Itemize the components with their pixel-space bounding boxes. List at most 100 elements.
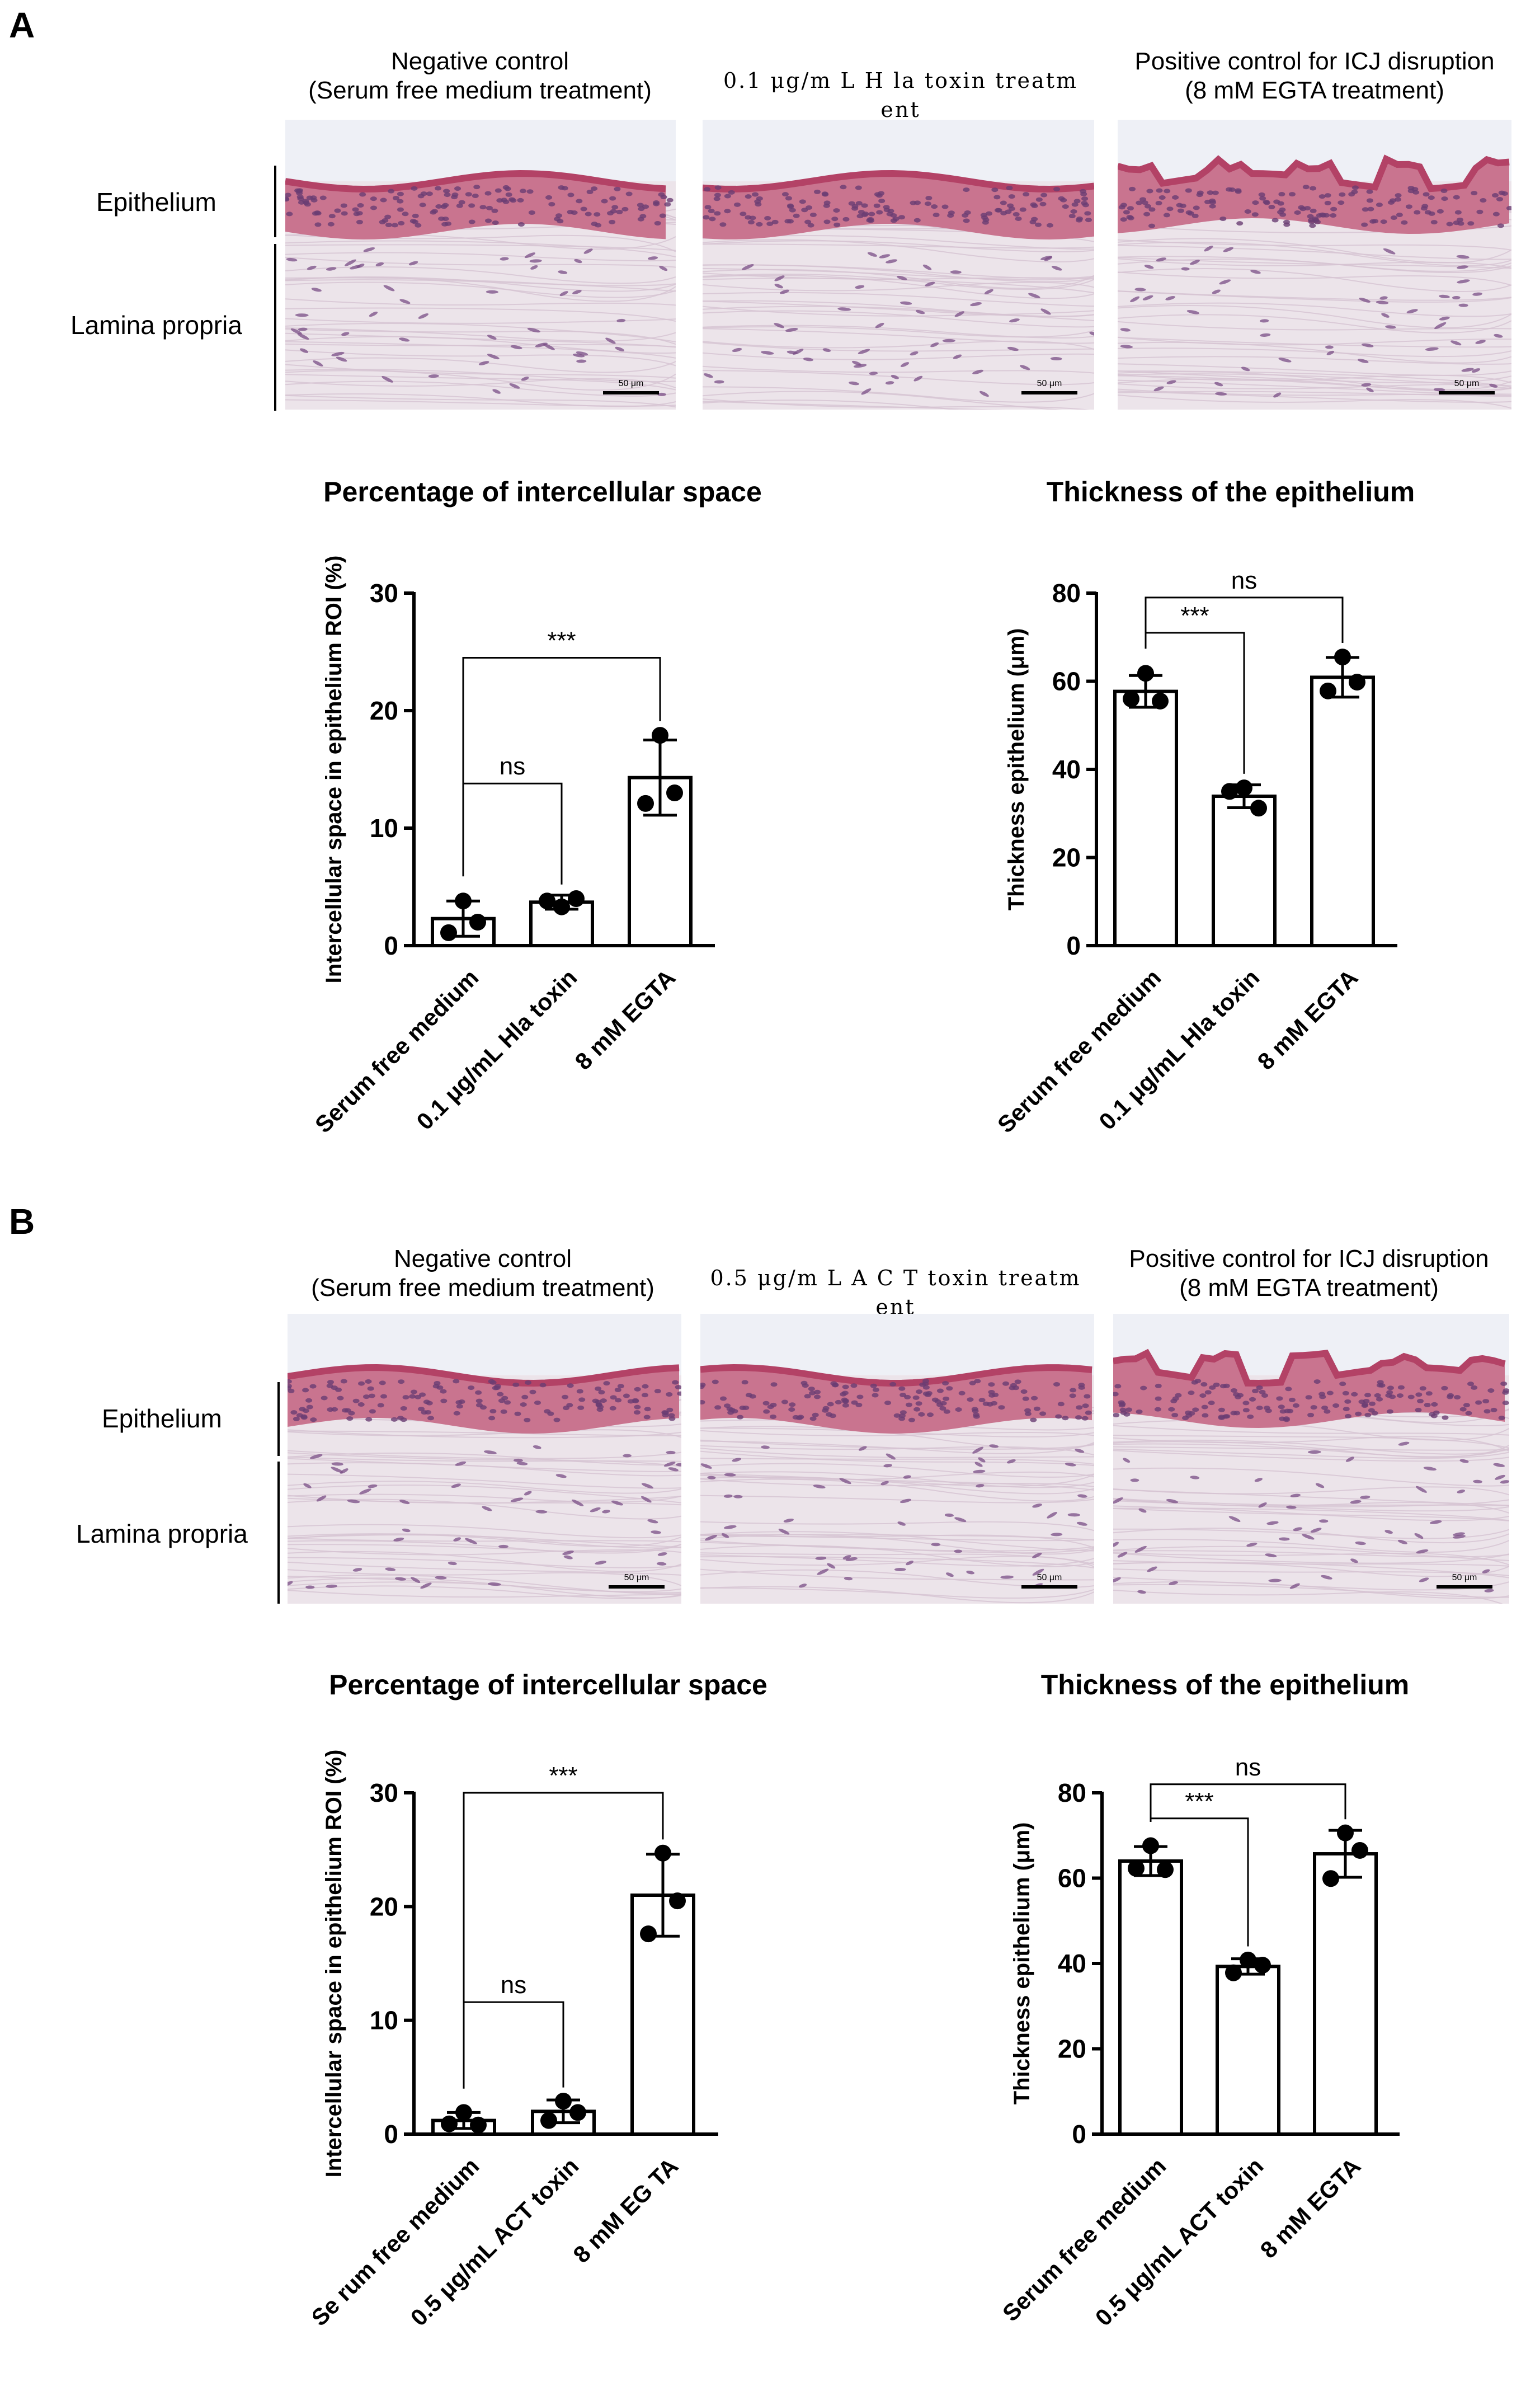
layer-label-lamina-propria: Lamina propria <box>70 311 242 340</box>
data-point <box>1322 1870 1339 1887</box>
y-axis-label: Intercellular space in epithelium ROI (%… <box>322 1750 346 2178</box>
significance-label: *** <box>1185 1788 1213 1815</box>
y-tick-label: 80 <box>1058 1778 1086 1807</box>
data-point <box>440 924 457 941</box>
micrograph-b-positive: 50 μm <box>1113 1314 1509 1604</box>
data-point <box>1337 1824 1354 1841</box>
data-point <box>637 795 654 812</box>
bar <box>1118 1859 1183 2136</box>
y-axis-label: Thickness epithelium (μm) <box>1004 628 1029 911</box>
data-point <box>1349 674 1365 691</box>
y-tick-label: 20 <box>1058 2035 1086 2064</box>
data-point <box>1128 1859 1145 1877</box>
data-point <box>1123 690 1139 707</box>
chart-b-thickness: 0 20 40 60 80 Thickness epithelium (μm) Serum … <box>997 1754 1400 2331</box>
caption-b-toxin: 0.5 μg/m L A C T toxin treatm ent <box>697 1263 1094 1322</box>
data-point <box>652 727 668 744</box>
bar <box>1212 795 1277 947</box>
y-tick-label: 0 <box>1072 2120 1086 2149</box>
micrograph-a-positive: 50 μm <box>1118 120 1511 410</box>
micrograph-a-toxin: 50 μm <box>703 120 1094 410</box>
data-point <box>1250 800 1267 817</box>
y-tick-label: 20 <box>370 696 398 725</box>
data-point <box>1320 682 1336 699</box>
data-point <box>1236 779 1252 797</box>
data-point <box>540 2112 557 2129</box>
significance-label: ns <box>501 1971 526 1999</box>
chart-a-thickness: 0 20 40 60 80 Thickness epithelium (μm) Serum … <box>996 567 1397 1138</box>
data-point <box>555 2093 572 2110</box>
data-point <box>666 784 683 801</box>
data-point <box>553 898 570 915</box>
scale-bar-label: 50 μm <box>1037 1573 1062 1582</box>
scale-bar-label: 50 μm <box>619 379 644 388</box>
micrograph-b-toxin: 50 μm <box>700 1314 1094 1604</box>
data-point <box>669 1892 686 1910</box>
y-tick-label: 0 <box>1066 931 1081 960</box>
data-point <box>1225 1964 1242 1981</box>
significance-bracket <box>462 782 563 885</box>
y-tick-label: 30 <box>370 1778 398 1807</box>
y-tick-label: 60 <box>1052 667 1081 696</box>
y-axis-label: Thickness epithelium (μm) <box>1010 1822 1034 2105</box>
micrograph-b-negative: 50 μm <box>288 1314 681 1604</box>
lamina-propria-bracket <box>277 1462 280 1604</box>
data-point <box>1221 783 1238 800</box>
caption-line: Positive control for ICJ disruption <box>1129 1245 1489 1272</box>
data-point <box>654 1844 671 1862</box>
caption-line: (8 mM EGTA treatment) <box>1185 77 1444 104</box>
caption-line: Negative control <box>391 48 569 75</box>
bar <box>1113 689 1178 947</box>
panel-letter-a: A <box>9 5 35 45</box>
significance-bracket <box>463 2001 564 2089</box>
category-label: 0.1 μg/mL Hla toxin <box>1094 964 1264 1135</box>
significance-label: *** <box>547 627 576 655</box>
category-label: 0.5 μg/mL ACT toxin <box>1090 2153 1269 2331</box>
epithelium-bracket <box>274 166 276 237</box>
y-tick-label: 40 <box>1052 755 1081 784</box>
significance-label: ns <box>500 753 525 780</box>
data-point <box>441 2115 458 2132</box>
y-tick-label: 0 <box>384 931 398 960</box>
significance-bracket <box>1145 596 1344 649</box>
significance-label: ns <box>1231 567 1257 594</box>
category-label: 0.1 μg/mL Hla toxin <box>411 964 582 1135</box>
y-tick-label: 10 <box>370 2006 398 2035</box>
caption-b-negative: Negative control (Serum free medium trea… <box>286 1244 679 1303</box>
data-point <box>1137 665 1154 682</box>
chart-a-space: 0 10 20 30 Intercellular space in epithelium… <box>313 556 715 1138</box>
bar <box>1313 1852 1378 2136</box>
data-point <box>1240 1951 1256 1968</box>
caption-a-positive: Positive control for ICJ disruption (8 m… <box>1113 47 1516 105</box>
data-point <box>455 2104 472 2121</box>
chart-title-a-space: Percentage of intercellular space <box>323 476 762 508</box>
chart-title-b-thickness: Thickness of the epithelium <box>1040 1669 1410 1700</box>
data-point <box>1157 1861 1174 1878</box>
data-point <box>1142 1837 1159 1854</box>
data-point <box>1351 1841 1368 1859</box>
category-label: 0.5 μg/mL ACT toxin <box>406 2153 584 2331</box>
caption-line: 0.1 μg/m L H la toxin treatm ent <box>723 68 1079 122</box>
caption-line: 0.5 μg/m L A C T toxin treatm ent <box>710 1266 1081 1319</box>
category-label: Serum free medium <box>997 2153 1171 2327</box>
data-point <box>469 914 486 931</box>
scale-bar-label: 50 μm <box>624 1573 649 1582</box>
data-point <box>1152 692 1169 710</box>
category-label: Serum free medium <box>996 964 1166 1138</box>
y-tick-label: 20 <box>1052 843 1081 872</box>
caption-line: (Serum free medium treatment) <box>311 1274 654 1302</box>
category-label: 8 mM EGTA <box>1252 964 1363 1075</box>
caption-line: Positive control for ICJ disruption <box>1134 48 1495 75</box>
data-point <box>569 2104 586 2121</box>
y-tick-label: 40 <box>1058 1949 1086 1978</box>
y-tick-label: 60 <box>1058 1864 1086 1893</box>
category-label: 8 mM EGTA <box>570 964 681 1075</box>
data-point <box>539 892 555 910</box>
category-label: 8 mM EGTA <box>1255 2153 1366 2263</box>
scale-bar-label: 50 μm <box>1452 1573 1477 1582</box>
caption-line: (Serum free medium treatment) <box>308 77 652 104</box>
data-point <box>1334 649 1351 666</box>
caption-a-toxin: 0.1 μg/m L H la toxin treatm ent <box>699 66 1102 124</box>
y-tick-label: 80 <box>1052 579 1081 608</box>
data-point <box>1254 1957 1271 1974</box>
